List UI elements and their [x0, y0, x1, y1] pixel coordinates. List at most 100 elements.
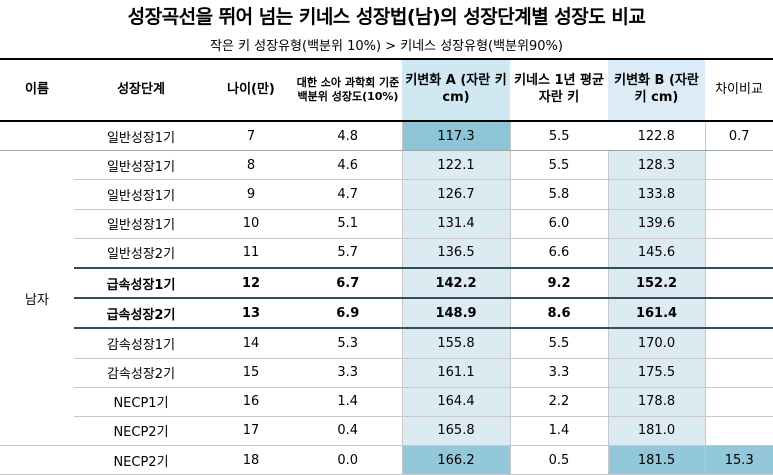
diff-cell: 0.7 — [704, 121, 773, 152]
height-b-cell: 133.8 — [607, 179, 706, 210]
height-b-cell: 161.4 — [607, 298, 706, 330]
height-b-cell: 139.6 — [607, 209, 706, 239]
header-growth-10pct: 대한 소아 과학회 기준 백분위 성장도(10%) — [294, 58, 402, 122]
height-b-cell: 178.8 — [607, 387, 706, 417]
header-diff: 차이비교 — [705, 58, 773, 122]
diff-cell — [704, 150, 773, 181]
stage-cell: 감속성장1기 — [74, 328, 208, 359]
avg-growth-cell: 2.2 — [510, 387, 608, 417]
age-cell: 7 — [208, 121, 294, 152]
diff-cell — [704, 267, 773, 300]
stage-cell: NECP2기 — [74, 416, 208, 447]
table-row: 감속성장1기 14 5.3 155.8 5.5 170.0 — [0, 328, 773, 359]
table-row: 일반성장1기 9 4.7 126.7 5.8 133.8 — [0, 179, 773, 210]
avg-growth-cell: 6.6 — [510, 238, 608, 269]
age-cell: 13 — [208, 298, 294, 330]
page-title: 성장곡선을 뛰어 넘는 키네스 성장법(남)의 성장단계별 성장도 비교 — [127, 6, 646, 28]
height-a-cell: 165.8 — [401, 416, 511, 447]
group-name-cell: 남자 — [25, 292, 49, 308]
age-cell: 8 — [208, 150, 294, 181]
avg-growth-cell: 8.6 — [510, 298, 608, 330]
growth-cell: 4.8 — [294, 121, 402, 152]
table-row: 급속성장1기 12 6.7 142.2 9.2 152.2 — [0, 267, 773, 300]
avg-growth-cell: 5.5 — [510, 121, 608, 152]
growth-cell: 5.3 — [294, 328, 402, 359]
stage-cell: 일반성장1기 — [74, 121, 208, 152]
header-height-a: 키변화 A (자란 키 cm) — [402, 58, 510, 122]
height-a-cell: 155.8 — [401, 328, 511, 359]
header-name: 이름 — [0, 58, 74, 122]
growth-cell: 6.9 — [294, 298, 402, 330]
table-row: NECP2기 18 0.0 166.2 0.5 181.5 15.3 — [0, 445, 773, 475]
growth-cell: 5.1 — [294, 209, 402, 239]
avg-growth-cell: 3.3 — [510, 358, 608, 388]
growth-cell: 4.7 — [294, 179, 402, 210]
diff-cell: 15.3 — [704, 445, 773, 475]
avg-growth-cell: 5.8 — [510, 179, 608, 210]
age-cell: 17 — [208, 416, 294, 447]
diff-cell — [704, 358, 773, 388]
age-cell: 16 — [208, 387, 294, 417]
growth-cell: 0.0 — [294, 445, 402, 475]
height-b-cell: 170.0 — [607, 328, 706, 359]
table-row: 일반성장1기 10 5.1 131.4 6.0 139.6 — [0, 209, 773, 239]
avg-growth-cell: 9.2 — [510, 267, 608, 300]
table-row: 감속성장2기 15 3.3 161.1 3.3 175.5 — [0, 358, 773, 388]
avg-growth-cell: 5.5 — [510, 150, 608, 181]
age-cell: 14 — [208, 328, 294, 359]
growth-comparison-table: 이름 성장단계 나이(만) 대한 소아 과학회 기준 백분위 성장도(10%) … — [0, 58, 773, 475]
diff-cell — [704, 416, 773, 447]
height-a-cell: 161.1 — [401, 358, 511, 388]
stage-cell: 일반성장1기 — [74, 150, 208, 181]
diff-cell — [704, 209, 773, 239]
growth-cell: 5.7 — [294, 238, 402, 269]
diff-cell — [704, 298, 773, 330]
height-a-cell: 117.3 — [401, 121, 511, 152]
age-cell: 15 — [208, 358, 294, 388]
growth-cell: 4.6 — [294, 150, 402, 181]
header-height-b: 키변화 B (자란 키 cm) — [608, 58, 705, 122]
diff-cell — [704, 179, 773, 210]
stage-cell: NECP1기 — [74, 387, 208, 417]
height-a-cell: 142.2 — [401, 267, 511, 300]
height-b-cell: 175.5 — [607, 358, 706, 388]
growth-cell: 6.7 — [294, 267, 402, 300]
growth-cell: 3.3 — [294, 358, 402, 388]
diff-cell — [704, 328, 773, 359]
stage-cell: NECP2기 — [74, 445, 208, 475]
stage-cell: 급속성장2기 — [74, 298, 208, 330]
header-stage: 성장단계 — [74, 58, 208, 122]
growth-cell: 1.4 — [294, 387, 402, 417]
header-avg-growth: 키네스 1년 평균 자란 키 — [510, 58, 608, 122]
stage-cell: 일반성장1기 — [74, 209, 208, 239]
diff-cell — [704, 238, 773, 269]
height-a-cell: 164.4 — [401, 387, 511, 417]
age-cell: 9 — [208, 179, 294, 210]
table-row: 일반성장1기 7 4.8 117.3 5.5 122.8 0.7 — [0, 121, 773, 152]
height-b-cell: 181.0 — [607, 416, 706, 447]
page-subtitle: 작은 키 성장유형(백분위 10%) > 키네스 성장유형(백분위90%) — [210, 39, 563, 54]
table-row: 남자 일반성장1기 8 4.6 122.1 5.5 128.3 — [0, 150, 773, 308]
height-b-cell: 128.3 — [607, 150, 706, 181]
age-cell: 12 — [208, 267, 294, 300]
diff-cell — [704, 387, 773, 417]
table-row: 급속성장2기 13 6.9 148.9 8.6 161.4 — [0, 298, 773, 330]
name-cell — [0, 121, 74, 152]
avg-growth-cell: 1.4 — [510, 416, 608, 447]
height-a-cell: 126.7 — [401, 179, 511, 210]
height-b-cell: 145.6 — [607, 238, 706, 269]
growth-cell: 0.4 — [294, 416, 402, 447]
height-a-cell: 148.9 — [401, 298, 511, 330]
age-cell: 10 — [208, 209, 294, 239]
stage-cell: 일반성장1기 — [74, 179, 208, 210]
height-a-cell: 122.1 — [401, 150, 511, 181]
stage-cell: 급속성장1기 — [74, 267, 208, 300]
height-b-cell: 152.2 — [607, 267, 706, 300]
avg-growth-cell: 6.0 — [510, 209, 608, 239]
header-age: 나이(만) — [208, 58, 294, 122]
height-b-cell: 122.8 — [608, 121, 705, 152]
table-header-row: 이름 성장단계 나이(만) 대한 소아 과학회 기준 백분위 성장도(10%) … — [0, 58, 773, 122]
height-a-cell: 166.2 — [401, 445, 511, 475]
height-b-cell: 181.5 — [607, 445, 706, 475]
avg-growth-cell: 5.5 — [510, 328, 608, 359]
